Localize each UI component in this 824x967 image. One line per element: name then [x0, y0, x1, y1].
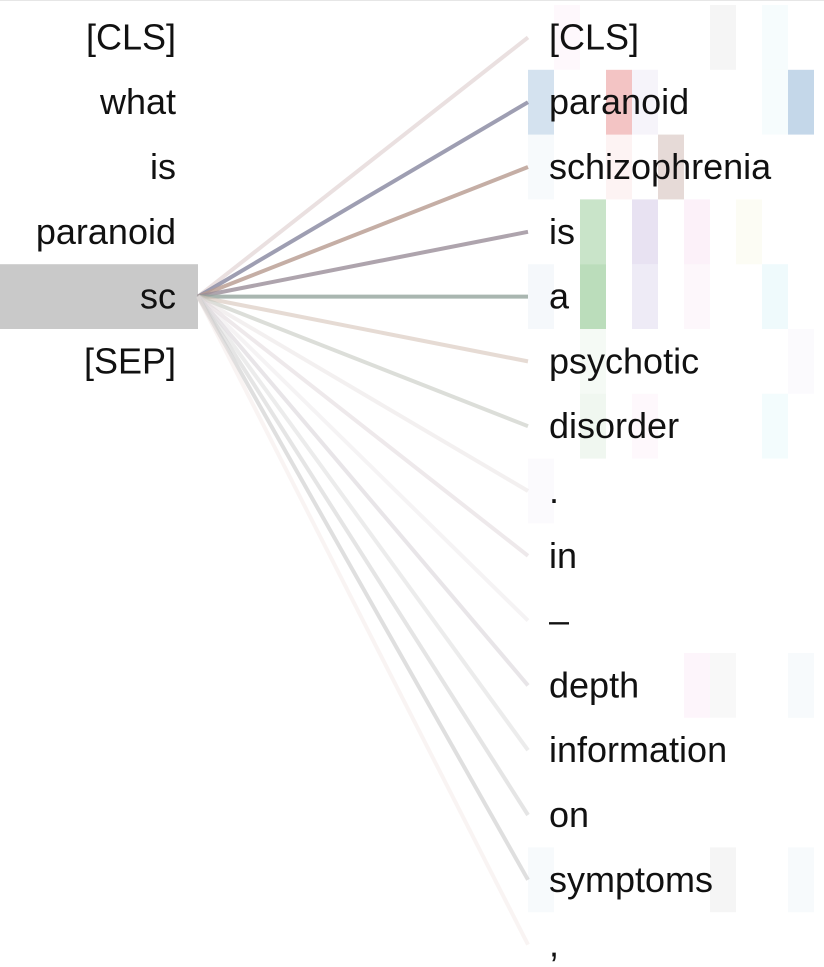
heatmap-cell: [528, 134, 554, 200]
heatmap-cell: [710, 5, 736, 70]
right-token[interactable]: information: [549, 729, 727, 770]
right-token[interactable]: depth: [549, 664, 639, 705]
attention-edge: [196, 35, 530, 299]
attention-edge: [197, 294, 529, 429]
right-token[interactable]: [CLS]: [549, 16, 639, 57]
right-token[interactable]: disorder: [549, 405, 679, 446]
attention-edge: [196, 294, 530, 493]
heatmap-cell: [762, 393, 788, 459]
heatmap-cell: [762, 264, 788, 329]
attention-edges: [196, 35, 530, 946]
heatmap-cell: [632, 69, 658, 135]
heatmap-cell: [606, 69, 632, 135]
right-token[interactable]: on: [549, 794, 589, 835]
right-token[interactable]: –: [549, 600, 569, 641]
heatmap-cell: [580, 199, 606, 265]
heatmap-cell: [632, 393, 658, 459]
right-token[interactable]: in: [549, 535, 577, 576]
heatmap-cell: [528, 847, 554, 913]
heatmap-cell: [762, 5, 788, 70]
left-token[interactable]: [SEP]: [84, 340, 176, 381]
heatmap-cell: [788, 847, 814, 913]
right-token[interactable]: schizophrenia: [549, 146, 772, 187]
left-token[interactable]: paranoid: [36, 211, 176, 252]
attention-edge: [196, 295, 530, 687]
right-token[interactable]: psychotic: [549, 340, 699, 381]
heatmap-cell: [632, 264, 658, 329]
left-token[interactable]: what: [99, 81, 176, 122]
left-token[interactable]: [CLS]: [86, 16, 176, 57]
attention-edge: [197, 294, 529, 364]
heatmap-cell: [658, 134, 684, 200]
attention-edge: [196, 295, 530, 623]
top-border: [0, 0, 824, 1]
attention-edge: [196, 295, 530, 752]
heatmap-cell: [788, 653, 814, 718]
heatmap-cell: [528, 69, 554, 135]
heatmap-cell: [736, 199, 762, 265]
heatmap-cell: [762, 69, 788, 135]
heatmap-cell: [788, 329, 814, 394]
heatmap-cell: [580, 393, 606, 459]
attention-edge: [196, 295, 530, 946]
heatmap-cell: [710, 653, 736, 718]
selected-token-highlight: [0, 264, 198, 329]
right-token[interactable]: ,: [549, 924, 559, 965]
attention-edge: [196, 295, 530, 558]
heatmap-cell: [528, 264, 554, 329]
left-token[interactable]: is: [150, 146, 176, 187]
selected-token-highlight-layer: [0, 264, 198, 329]
right-token[interactable]: is: [549, 211, 575, 252]
attention-edge: [197, 229, 529, 299]
right-token[interactable]: a: [549, 276, 570, 317]
right-token[interactable]: .: [549, 470, 559, 511]
heatmap-cell: [684, 199, 710, 265]
right-token[interactable]: paranoid: [549, 81, 689, 122]
heatmap-cell: [580, 264, 606, 329]
right-token[interactable]: symptoms: [549, 859, 713, 900]
heatmap-cell: [554, 5, 580, 70]
attention-edge: [196, 295, 530, 881]
attention-edge: [197, 165, 529, 299]
heatmap-cell: [684, 653, 710, 718]
attention-heatmap: [528, 5, 814, 913]
attention-edge: [196, 100, 530, 299]
heatmap-cell: [788, 69, 814, 135]
heatmap-cell: [606, 134, 632, 200]
left-token-selected[interactable]: sc: [140, 276, 176, 317]
heatmap-cell: [710, 847, 736, 913]
attention-edge: [196, 295, 530, 817]
heatmap-cell: [684, 264, 710, 329]
right-token-column: [CLS] paranoid schizophrenia is a psychotic di…: [549, 16, 772, 964]
heatmap-cell: [580, 329, 606, 394]
left-token-column: [CLS] what is paranoid sc [SEP]: [36, 16, 176, 381]
heatmap-cell: [632, 199, 658, 265]
